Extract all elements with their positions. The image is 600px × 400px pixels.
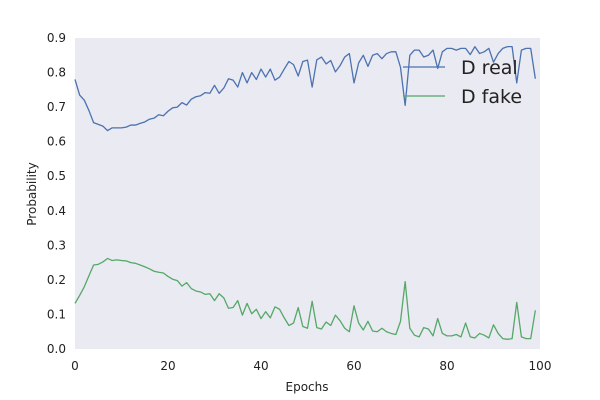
y-tick-label: 0.9 [47,31,66,45]
y-tick-label: 0.6 [47,135,66,149]
x-tick-label: 80 [439,359,454,373]
y-tick-label: 0.7 [47,100,66,114]
x-tick-label: 100 [529,359,552,373]
y-tick-label: 0.5 [47,169,66,183]
x-tick-labels: 0 20 40 60 80 100 [71,359,551,373]
y-tick-labels: 0.0 0.1 0.2 0.3 0.4 0.5 0.6 0.7 0.8 0.9 [47,31,66,356]
x-tick-label: 60 [346,359,361,373]
y-axis-label: Probability [25,162,39,225]
series-line-d-fake [74,257,536,340]
y-tick-label: 0.3 [47,238,66,252]
plot-area [75,38,540,349]
series-line-d-real [74,45,536,132]
legend-label: D fake [461,86,522,108]
y-tick-label: 0.2 [47,273,66,287]
y-tick-label: 0.4 [47,204,66,218]
y-tick-label: 0.0 [47,342,66,356]
legend: D real D fake [403,57,522,108]
x-tick-label: 20 [160,359,175,373]
series-layer [74,45,536,340]
y-tick-label: 0.1 [47,307,66,321]
legend-label: D real [461,57,518,79]
x-tick-label: 40 [253,359,268,373]
x-axis-label: Epochs [286,380,329,394]
y-tick-label: 0.8 [47,66,66,80]
x-tick-label: 0 [71,359,79,373]
